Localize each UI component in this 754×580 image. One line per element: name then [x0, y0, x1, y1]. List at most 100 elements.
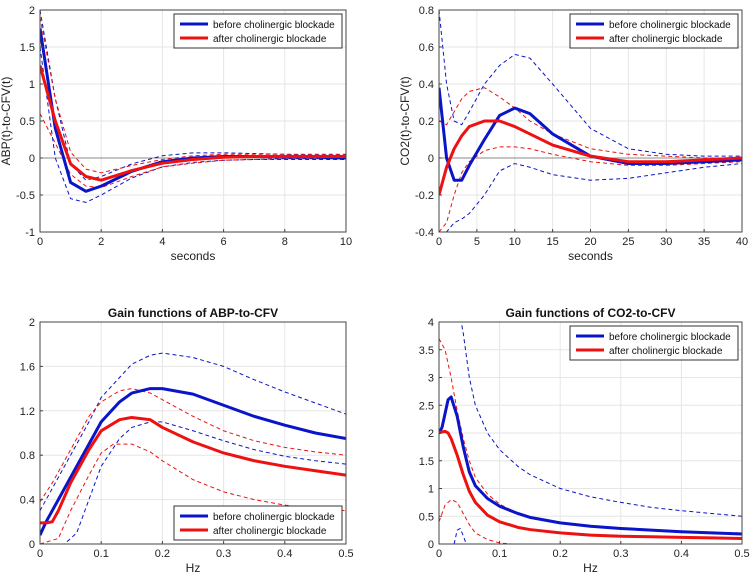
legend-box — [569, 325, 739, 361]
x-tick-label: 4 — [159, 236, 165, 248]
x-tick-label: 0.2 — [155, 548, 170, 560]
series-line-after-dashed — [439, 499, 512, 544]
series-line-before-dashed — [40, 352, 346, 511]
x-tick-label: 0.3 — [216, 548, 231, 560]
x-axis-label: Hz — [186, 561, 201, 575]
x-tick-label: 0 — [37, 236, 43, 248]
y-tick-label: 3 — [428, 373, 434, 385]
x-tick-label: 25 — [622, 236, 634, 248]
series-line-after-solid — [439, 119, 742, 196]
legend-box — [569, 13, 739, 49]
legend-label-after: after cholinergic blockade — [609, 34, 723, 45]
legend-label-after: after cholinergic blockade — [609, 346, 723, 357]
series-line-after-dashed — [40, 17, 346, 174]
y-tick-label: 1.5 — [419, 456, 434, 468]
y-tick-label: 0.8 — [419, 5, 434, 17]
x-tick-label: 10 — [509, 236, 521, 248]
x-tick-label: 8 — [282, 236, 288, 248]
y-tick-label: 1 — [29, 79, 35, 91]
y-axis-label: CO2(t)-to-CFV(t) — [398, 76, 412, 165]
x-tick-label: 0.2 — [553, 548, 568, 560]
y-tick-label: 0 — [428, 153, 434, 165]
legend-box — [173, 505, 343, 541]
y-tick-label: 2 — [29, 317, 35, 329]
legend-label-before: before cholinergic blockade — [609, 332, 731, 343]
x-tick-label: 0.1 — [94, 548, 109, 560]
y-tick-label: 0 — [29, 539, 35, 551]
series-line-after-solid — [439, 429, 742, 540]
legend-label-after: after cholinergic blockade — [213, 526, 327, 537]
x-axis-label: seconds — [568, 249, 613, 263]
series-line-before-solid — [439, 395, 742, 536]
series-line-before-dashed — [453, 527, 467, 544]
y-tick-label: 0 — [29, 153, 35, 165]
x-tick-label: 0.4 — [277, 548, 292, 560]
y-tick-label: 2 — [29, 5, 35, 17]
x-tick-label: 2 — [98, 236, 104, 248]
series-line-before-dashed — [439, 163, 742, 232]
co2-irf-panel: 0 5 10 15 20 25 30 35 40 -0.4 -0.2 0 0.2 0.4 0.6 0.8 sec… — [398, 5, 748, 263]
y-tick-label: 0.4 — [20, 495, 35, 507]
y-tick-label: 2 — [428, 428, 434, 440]
series-line-before-dashed — [40, 46, 346, 203]
x-tick-label: 6 — [221, 236, 227, 248]
legend-box — [173, 13, 343, 49]
x-tick-label: 40 — [736, 236, 748, 248]
series-line-before-dashed — [439, 10, 742, 157]
x-tick-label: 5 — [474, 236, 480, 248]
y-tick-label: -1 — [25, 227, 35, 239]
y-tick-label: 1 — [428, 484, 434, 496]
series-line-after-dashed — [40, 443, 346, 544]
x-tick-label: 0.3 — [613, 548, 628, 560]
series-line-before-solid — [40, 387, 346, 536]
series-line-after-dashed — [439, 146, 742, 232]
series-line-before-solid — [439, 87, 742, 182]
y-tick-label: 4 — [428, 317, 434, 329]
x-tick-label: 0.4 — [674, 548, 689, 560]
abp-irf-panel: 0 2 4 6 8 10 -1 -0.5 0 0.5 1 1.5 2 seconds ABP(t)-to-C… — [0, 5, 352, 263]
legend: before cholinergic blockade after choline… — [569, 325, 739, 361]
legend: before cholinergic blockade after choline… — [173, 13, 343, 49]
axes-frame — [39, 321, 347, 545]
y-tick-label: 0 — [428, 539, 434, 551]
x-tick-label: 20 — [584, 236, 596, 248]
x-tick-label: 30 — [660, 236, 672, 248]
x-tick-label: 0 — [436, 548, 442, 560]
co2-gain-panel: 0 0.1 0.2 0.3 0.4 0.5 0 0.5 1 1.5 2 2.5 3 3.5 4 Hz Gain … — [419, 306, 750, 575]
y-tick-label: 1.2 — [20, 406, 35, 418]
x-axis-label: Hz — [583, 561, 598, 575]
series-line-after-solid — [40, 415, 346, 525]
y-tick-label: 0.8 — [20, 450, 35, 462]
x-tick-label: 0 — [436, 236, 442, 248]
abp-gain-panel: 0 0.1 0.2 0.3 0.4 0.5 0 0.4 0.8 1.2 1.6 2 Hz Gain fun… — [20, 306, 354, 575]
x-tick-label: 35 — [698, 236, 710, 248]
y-tick-label: 3.5 — [419, 345, 434, 357]
y-tick-label: -0.5 — [16, 190, 35, 202]
y-tick-label: 1.6 — [20, 361, 35, 373]
chart-title: Gain functions of CO2-to-CFV — [506, 306, 676, 320]
y-axis-label: ABP(t)-to-CFV(t) — [0, 77, 13, 166]
y-tick-label: 0.5 — [419, 511, 434, 523]
legend: before cholinergic blockade after choline… — [173, 505, 343, 541]
y-tick-label: 1.5 — [20, 42, 35, 54]
x-tick-label: 0.1 — [492, 548, 507, 560]
legend-label-before: before cholinergic blockade — [213, 512, 335, 523]
legend-label-after: after cholinergic blockade — [213, 34, 327, 45]
y-tick-label: -0.4 — [415, 227, 434, 239]
x-tick-label: 0 — [37, 548, 43, 560]
series-line-before-dashed — [451, 322, 742, 517]
chart-title: Gain functions of ABP-to-CFV — [108, 306, 278, 320]
x-tick-label: 0.5 — [338, 548, 353, 560]
y-tick-label: 2.5 — [419, 400, 434, 412]
y-tick-label: 0.4 — [419, 79, 434, 91]
y-tick-label: 0.6 — [419, 42, 434, 54]
x-tick-label: 0.5 — [734, 548, 749, 560]
legend: before cholinergic blockade after choline… — [569, 13, 739, 49]
y-tick-label: 0.5 — [20, 116, 35, 128]
legend-label-before: before cholinergic blockade — [213, 20, 335, 31]
legend-label-before: before cholinergic blockade — [609, 20, 731, 31]
x-tick-label: 15 — [547, 236, 559, 248]
series-line-before-dashed — [40, 421, 346, 544]
series-line-after-solid — [40, 65, 346, 182]
